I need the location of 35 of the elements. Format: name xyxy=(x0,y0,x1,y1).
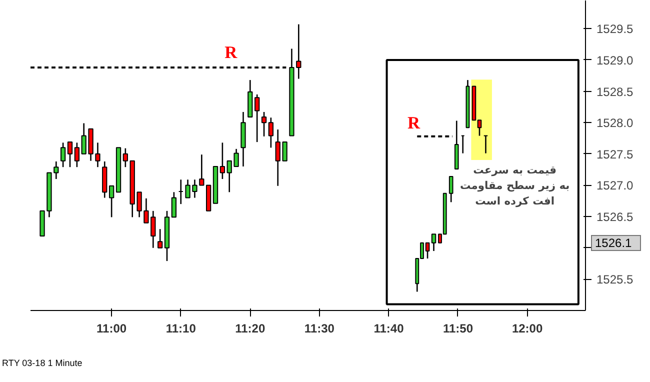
candlestick xyxy=(60,142,66,168)
candlestick xyxy=(296,24,302,80)
candlestick xyxy=(448,176,454,203)
candlestick xyxy=(261,111,267,138)
candlestick xyxy=(108,185,114,218)
annotation: قیمت به سرعت به زیر سطح مقاومت افت کرده است xyxy=(460,163,570,208)
text: 1526.1 xyxy=(595,236,632,250)
text: RTY 03-18 1 Minute xyxy=(2,357,82,370)
annotation: R xyxy=(224,42,238,62)
candlestick xyxy=(171,191,177,218)
candlestick xyxy=(95,142,100,168)
candlestick xyxy=(268,116,274,148)
y-tick-label: 1525.5 xyxy=(596,272,634,287)
candlestick xyxy=(220,142,226,180)
y-tick-label: 1528.0 xyxy=(596,116,634,130)
candlestick xyxy=(67,141,73,168)
y-tick-label: 1526.5 xyxy=(596,210,634,224)
x-tick-label: 12:00 xyxy=(512,322,543,336)
candlestick xyxy=(122,148,128,168)
x-tick-label: 11:50 xyxy=(442,322,474,336)
candlestick xyxy=(74,142,80,168)
x-tick-label: 11:10 xyxy=(166,322,196,336)
x-tick-label: 11:30 xyxy=(304,322,335,336)
candlestick xyxy=(431,233,436,252)
y-tick-label: 1527.5 xyxy=(596,147,634,162)
x-tick-label: 11:40 xyxy=(374,322,404,336)
candlestick xyxy=(254,94,260,143)
x-tick-label: 11:00 xyxy=(96,322,127,336)
y-tick-label: 1527.0 xyxy=(596,178,634,193)
y-tick-label: 1529.0 xyxy=(596,53,634,68)
x-tick-label: 11:20 xyxy=(235,322,266,336)
y-tick-label: 1529.5 xyxy=(596,22,634,36)
y-tick-label: 1528.5 xyxy=(596,84,634,99)
annotation: R xyxy=(408,114,421,133)
candlestick xyxy=(158,228,163,249)
